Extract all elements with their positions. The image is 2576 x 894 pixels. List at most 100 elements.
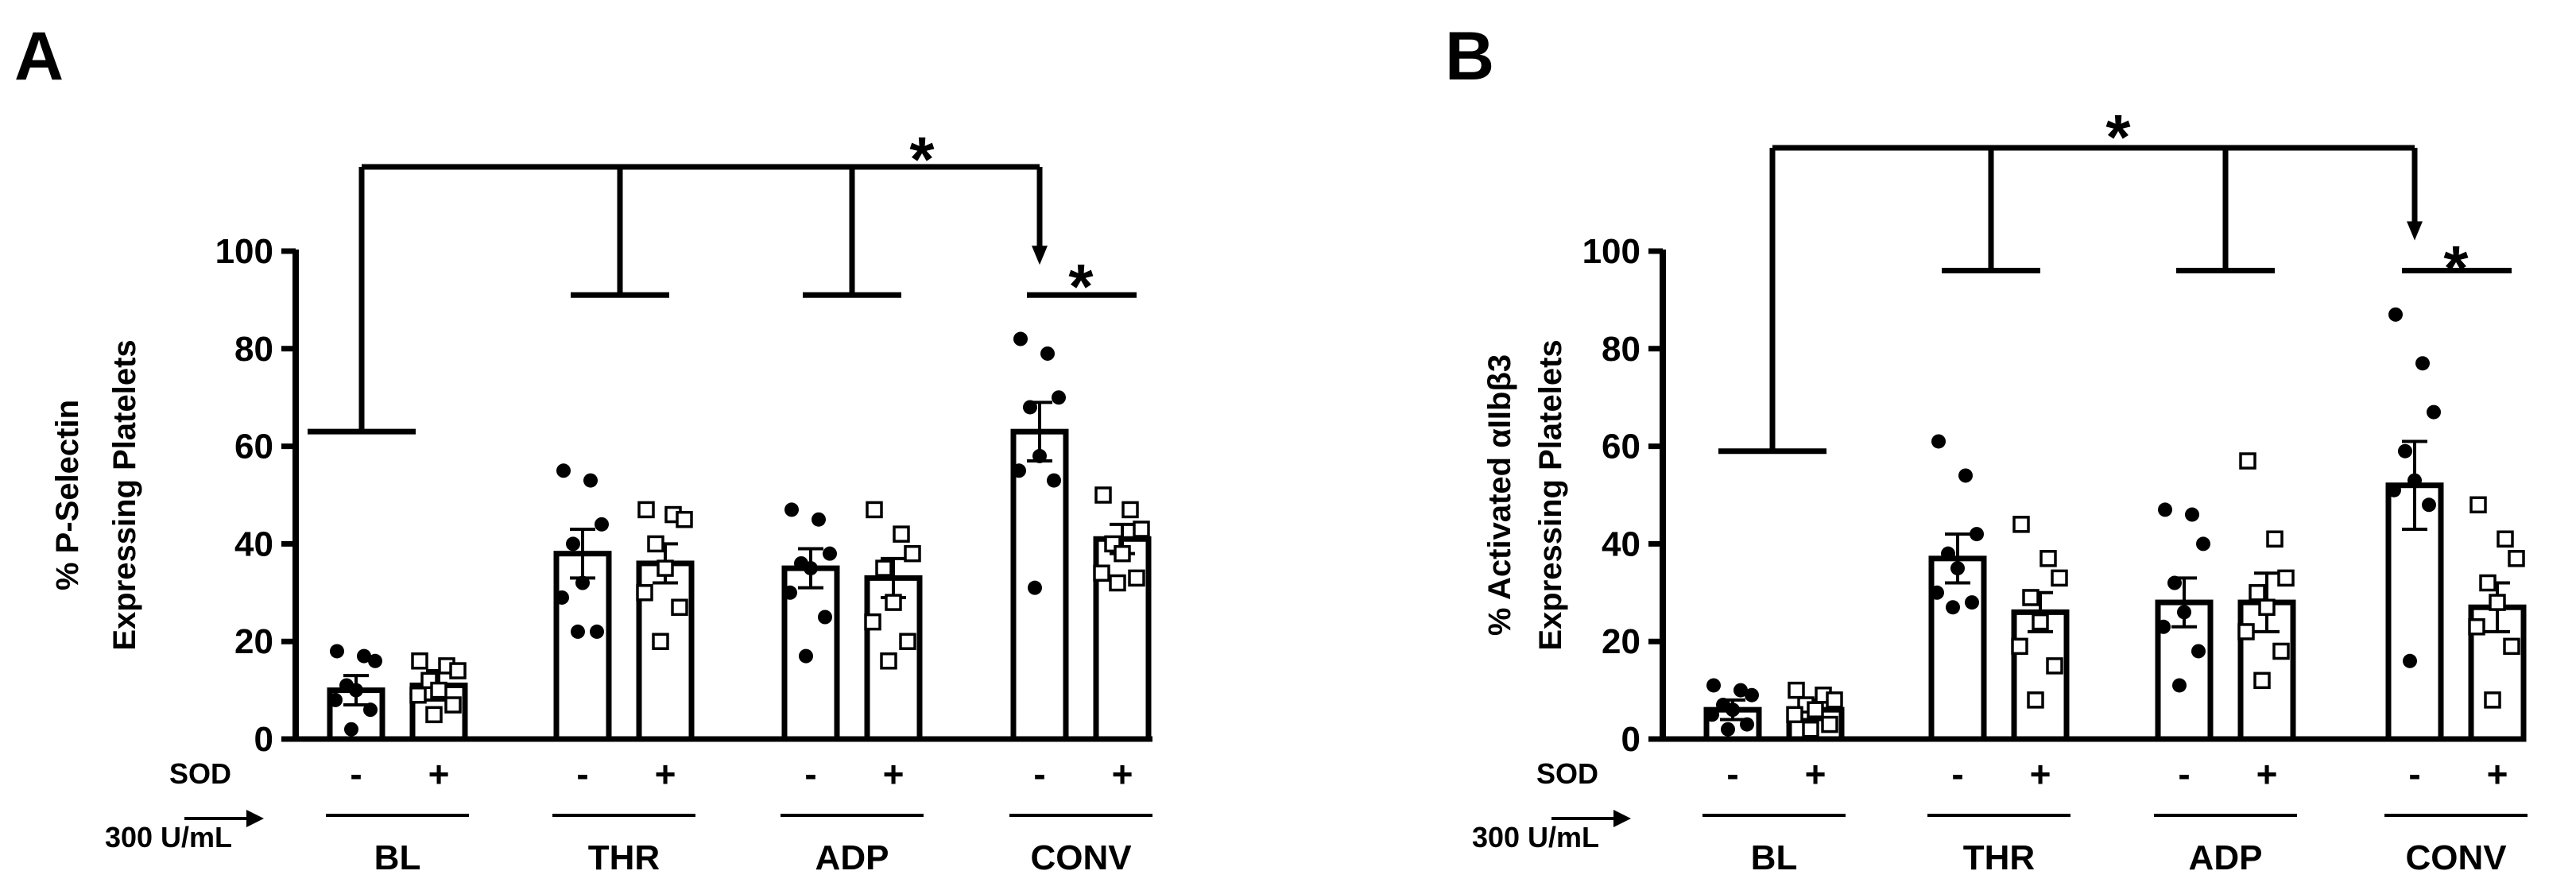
sod-concentration-label: 300 U/mL: [105, 821, 232, 853]
sod-concentration-label: 300 U/mL: [1472, 821, 1599, 853]
sod-sign-label: +: [2030, 753, 2051, 795]
sod-sign-label: +: [2487, 753, 2508, 795]
data-point: [818, 610, 832, 625]
y-tick-label: 100: [1582, 232, 1641, 271]
data-point: [885, 594, 902, 611]
data-point: [2407, 473, 2422, 488]
data-point: [671, 598, 688, 616]
data-point: [444, 696, 462, 714]
group-label: BL: [1751, 838, 1798, 877]
data-point: [1705, 707, 1719, 722]
data-point: [328, 692, 343, 707]
group-label: ADP: [815, 838, 889, 877]
data-point: [2039, 550, 2057, 567]
sod-sign-label: -: [2408, 753, 2420, 795]
bar: [553, 551, 612, 742]
data-point: [430, 681, 447, 699]
data-point: [657, 559, 674, 577]
data-point: [556, 463, 571, 478]
data-point: [1094, 486, 1112, 504]
sod-sign-label: -: [1726, 753, 1738, 795]
y-tick-label: 0: [1621, 720, 1641, 759]
data-point: [1930, 585, 1944, 600]
data-point: [2027, 691, 2044, 709]
data-point: [1721, 722, 1735, 737]
data-point: [2503, 637, 2520, 656]
data-point: [1028, 580, 1042, 595]
data-point: [2253, 671, 2271, 690]
data-point: [1802, 720, 1819, 738]
data-point: [812, 512, 826, 527]
data-point: [349, 683, 363, 698]
data-point: [1941, 546, 1955, 561]
data-point: [2272, 642, 2290, 660]
sod-sign-label: -: [1951, 753, 1963, 795]
data-point: [2012, 516, 2030, 533]
significance-star: *: [909, 124, 935, 195]
data-point: [875, 559, 893, 577]
data-point: [864, 613, 881, 631]
data-point: [1047, 473, 1061, 488]
group-label: BL: [374, 838, 421, 877]
data-point: [425, 706, 443, 724]
y-tick-label: 0: [254, 720, 273, 759]
panel-b: B % Activated αIIbβ3 Expressing Platelets 0…: [1445, 18, 2528, 877]
data-point: [1128, 569, 1145, 587]
y-axis-label: % Activated αIIbβ3: [1482, 354, 1517, 636]
group-label: THR: [1963, 838, 2035, 877]
data-point: [1093, 564, 1110, 582]
data-point: [1958, 468, 1973, 483]
data-point: [2484, 691, 2501, 709]
data-point: [2172, 678, 2187, 693]
data-point: [583, 473, 598, 488]
data-point: [1807, 701, 1824, 718]
data-point: [1121, 501, 1139, 519]
data-point: [1706, 678, 1721, 693]
data-point: [823, 546, 837, 561]
data-point: [1052, 390, 1066, 405]
significance-star: *: [2443, 233, 2469, 304]
data-point: [636, 584, 653, 602]
data-point: [2191, 644, 2206, 659]
data-point: [2398, 443, 2412, 459]
sod-sign-label: -: [576, 753, 588, 795]
y-axis-label-line2: Expressing Platelets: [1533, 339, 1568, 650]
sod-sign-label: +: [883, 753, 905, 795]
data-point: [2427, 404, 2441, 420]
data-point: [1133, 521, 1150, 538]
data-point: [893, 525, 910, 543]
arrow-head: [246, 810, 264, 827]
data-point: [652, 633, 669, 650]
data-point: [1821, 715, 1838, 733]
data-point: [411, 652, 428, 670]
data-point: [784, 502, 799, 517]
data-point: [330, 644, 344, 659]
data-point: [2167, 575, 2182, 590]
y-tick-label: 20: [1602, 622, 1641, 661]
data-point: [799, 648, 813, 664]
group-label: CONV: [2405, 838, 2507, 877]
panel-letter: A: [14, 18, 64, 95]
sod-label: SOD: [169, 757, 231, 790]
y-tick-label: 60: [234, 428, 273, 466]
data-point: [2156, 619, 2171, 634]
data-point: [2177, 605, 2191, 620]
data-point: [1012, 463, 1026, 478]
data-point: [2258, 598, 2276, 616]
significance-arrow-tip: [1032, 246, 1048, 265]
data-point: [1023, 400, 1037, 415]
data-point: [1950, 561, 1965, 576]
y-tick-label: 60: [1602, 428, 1641, 466]
data-point: [344, 722, 358, 737]
sod-label: SOD: [1536, 757, 1598, 790]
data-point: [1726, 702, 1740, 718]
data-point: [595, 517, 609, 532]
data-point: [2266, 530, 2284, 548]
data-point: [2185, 507, 2199, 522]
sod-sign-label: +: [1112, 753, 1133, 795]
data-point: [2046, 657, 2063, 675]
data-point: [783, 585, 797, 600]
data-point: [2158, 502, 2172, 517]
data-point: [1946, 600, 1960, 615]
data-point: [2196, 536, 2210, 551]
